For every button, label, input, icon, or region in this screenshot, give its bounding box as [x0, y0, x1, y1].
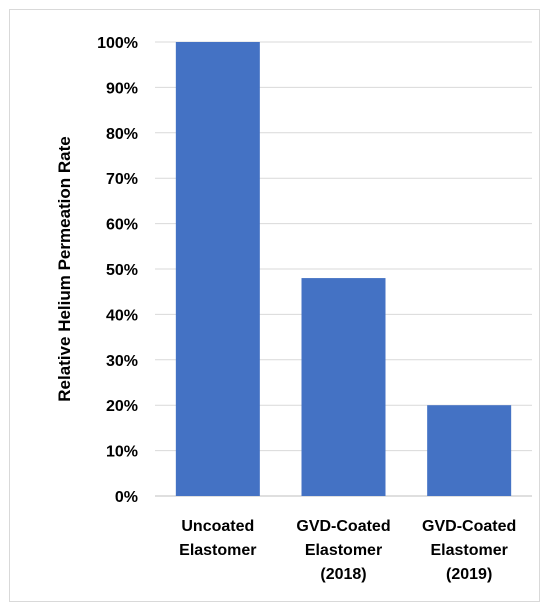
- x-category-label-line: Uncoated: [181, 518, 254, 535]
- x-category-label-line: GVD-Coated: [296, 518, 390, 535]
- bar: [175, 42, 260, 496]
- y-tick-label: 10%: [106, 444, 138, 461]
- x-category-labels: Uncoated Elastomer GVD-Coated Elastomer (201…: [179, 518, 516, 583]
- x-category-label-line: Elastomer: [430, 542, 507, 559]
- x-category-label: Uncoated Elastomer: [179, 518, 256, 559]
- bars: [175, 42, 512, 496]
- y-tick-label: 100%: [97, 35, 138, 52]
- y-tick-labels: 0% 10% 20% 30% 40% 50% 60% 70% 80% 90% 100%: [97, 35, 138, 506]
- y-tick-label: 30%: [106, 353, 138, 370]
- y-tick-label: 60%: [106, 217, 138, 234]
- x-category-label: GVD-Coated Elastomer (2018): [296, 518, 390, 583]
- y-tick-label: 80%: [106, 126, 138, 143]
- x-category-label-line: (2019): [446, 566, 492, 583]
- y-tick-label: 20%: [106, 398, 138, 415]
- y-axis-title: Relative Helium Permeation Rate: [55, 136, 74, 401]
- y-tick-label: 0%: [115, 489, 138, 506]
- y-tick-label: 90%: [106, 80, 138, 97]
- y-tick-label: 70%: [106, 171, 138, 188]
- x-category-label-line: GVD-Coated: [422, 518, 516, 535]
- x-category-label-line: Elastomer: [305, 542, 382, 559]
- chart-frame: [9, 9, 540, 602]
- bar: [301, 278, 386, 496]
- x-category-label: GVD-Coated Elastomer (2019): [422, 518, 516, 583]
- bar: [427, 405, 512, 496]
- x-category-label-line: Elastomer: [179, 542, 256, 559]
- y-tick-label: 50%: [106, 262, 138, 279]
- y-tick-label: 40%: [106, 307, 138, 324]
- x-category-label-line: (2018): [320, 566, 366, 583]
